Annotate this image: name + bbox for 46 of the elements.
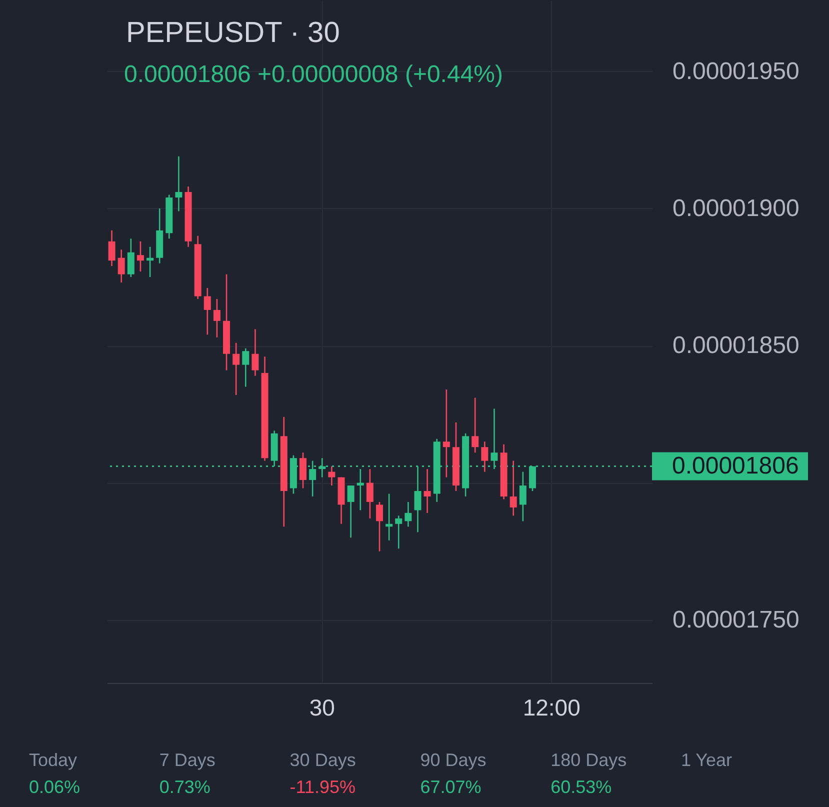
text: 0.00001806 +0.00000008 (+0.44%): [124, 61, 503, 88]
text: 67.07%: [420, 777, 482, 797]
ref-line-label: 0.00001806: [672, 452, 799, 480]
candlestick: [242, 348, 250, 388]
candlestick: [232, 342, 240, 396]
candlestick: [213, 298, 220, 338]
text: 60.53%: [550, 777, 612, 797]
x-tick-label: 12:00: [522, 694, 580, 720]
y-tick-label: 0.00001950: [672, 58, 800, 85]
y-tick-label: 0.00001850: [672, 332, 800, 360]
text: Today: [29, 750, 78, 770]
text: PEPEUSDT · 30: [126, 17, 340, 49]
candlestick: [252, 328, 259, 376]
y-tick-label: 0.00001750: [672, 606, 800, 634]
text: 7 Days: [159, 750, 216, 770]
x-tick-label: 30: [309, 694, 335, 720]
candlestick: [356, 468, 364, 511]
candlestick: [118, 248, 125, 284]
candlestick: [481, 440, 488, 472]
y-tick-label: 0.00001900: [672, 194, 800, 222]
candlestick: [376, 501, 383, 552]
candlestick: [442, 388, 450, 478]
candlestick: [510, 460, 517, 516]
candlestick: [424, 468, 431, 514]
text: 1 Year: [681, 750, 732, 770]
text: 90 Days: [420, 750, 486, 770]
candlestick: [347, 484, 354, 538]
candlestick: [127, 238, 134, 278]
text: -11.95%: [290, 777, 356, 797]
text: 30 Days: [290, 750, 356, 770]
candlestick: [386, 493, 393, 542]
candlestick: [136, 240, 144, 272]
text: 0.06%: [29, 777, 80, 797]
candlestick: [146, 246, 154, 278]
candlestick: [108, 230, 116, 267]
candlestick: [328, 466, 336, 486]
candlestick: [519, 471, 526, 522]
text: 0.73%: [159, 777, 210, 797]
candlestick: [300, 452, 307, 489]
text: 180 Days: [550, 750, 627, 770]
candlestick: [472, 397, 479, 454]
candlestick: [404, 501, 412, 528]
candlestick: [395, 515, 402, 550]
candlestick: [366, 468, 374, 520]
candlestick: [175, 156, 182, 212]
candlestick: [204, 287, 211, 336]
